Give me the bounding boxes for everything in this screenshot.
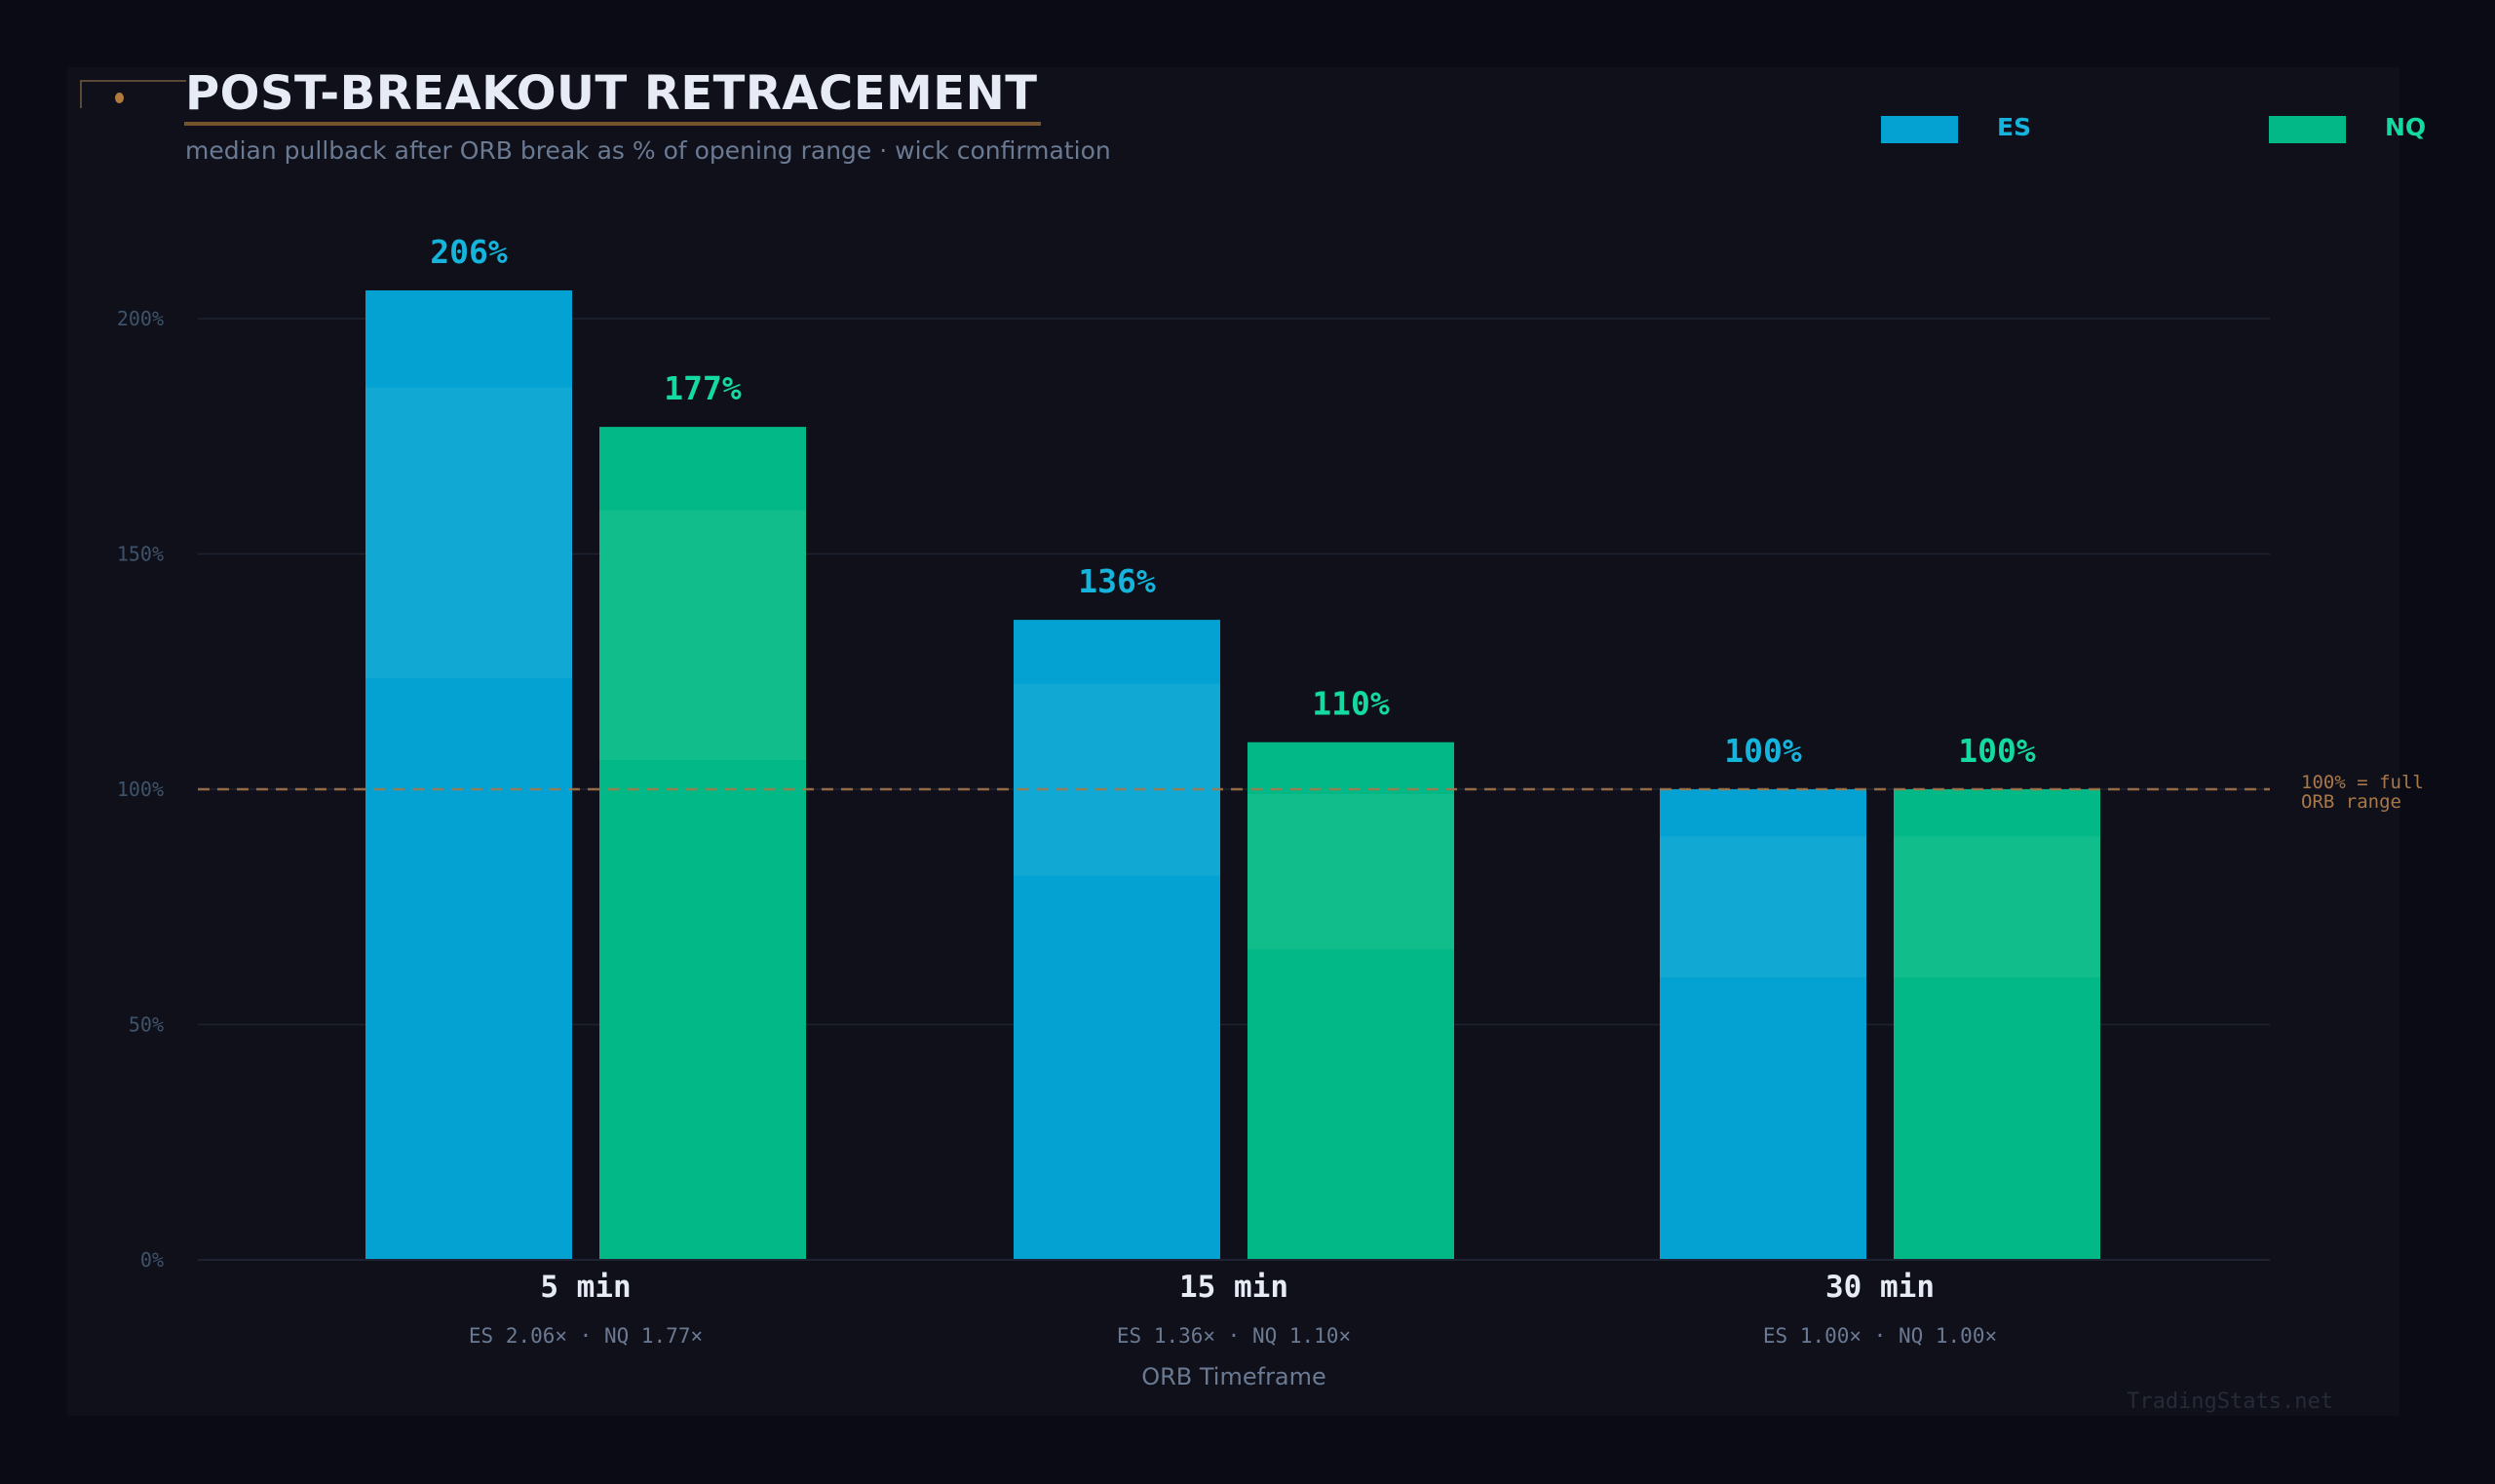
- bar-highlight-band: [1248, 793, 1454, 950]
- corner-bracket-decoration: [80, 80, 186, 108]
- x-tick-label: 5 min: [540, 1270, 631, 1305]
- legend-label-nq: NQ: [2385, 113, 2427, 141]
- bar-highlight-band: [365, 387, 572, 679]
- bar-highlight-band: [599, 510, 806, 761]
- bar-highlight-band: [1894, 836, 2100, 978]
- data-label: 110%: [1312, 685, 1390, 723]
- data-label: 100%: [1724, 732, 1802, 770]
- reference-line-label: ORB range: [2301, 791, 2401, 813]
- reference-line-label: 100% = full: [2301, 772, 2424, 793]
- y-tick-label: 150%: [117, 543, 164, 566]
- chart-subtitle: median pullback after ORB break as % of …: [185, 136, 1111, 165]
- legend-label-es: ES: [1997, 113, 2032, 141]
- watermark: TradingStats.net: [2127, 1389, 2333, 1414]
- x-tick-label: 15 min: [1179, 1270, 1288, 1305]
- bar-highlight-band: [1014, 683, 1220, 876]
- bar-highlight-band: [1660, 836, 1866, 978]
- x-axis-title: ORB Timeframe: [1141, 1363, 1326, 1390]
- y-tick-label: 100%: [117, 778, 164, 801]
- legend-swatch-es: [1881, 116, 1958, 143]
- y-tick-label: 0%: [140, 1248, 164, 1272]
- dot-icon: [115, 93, 124, 103]
- x-tick-sublabel: ES 2.06× · NQ 1.77×: [469, 1324, 703, 1348]
- data-label: 100%: [1958, 732, 2036, 770]
- data-label: 177%: [664, 369, 742, 407]
- x-tick-sublabel: ES 1.00× · NQ 1.00×: [1763, 1324, 1997, 1348]
- data-label: 206%: [430, 233, 508, 271]
- x-tick-label: 30 min: [1825, 1270, 1935, 1305]
- y-tick-label: 200%: [117, 307, 164, 330]
- title-underline: [184, 122, 1041, 126]
- legend-swatch-nq: [2269, 116, 2346, 143]
- x-tick-sublabel: ES 1.36× · NQ 1.10×: [1117, 1324, 1351, 1348]
- y-tick-label: 50%: [129, 1013, 164, 1037]
- chart-title: POST-BREAKOUT RETRACEMENT: [185, 66, 1038, 121]
- data-label: 136%: [1078, 562, 1156, 600]
